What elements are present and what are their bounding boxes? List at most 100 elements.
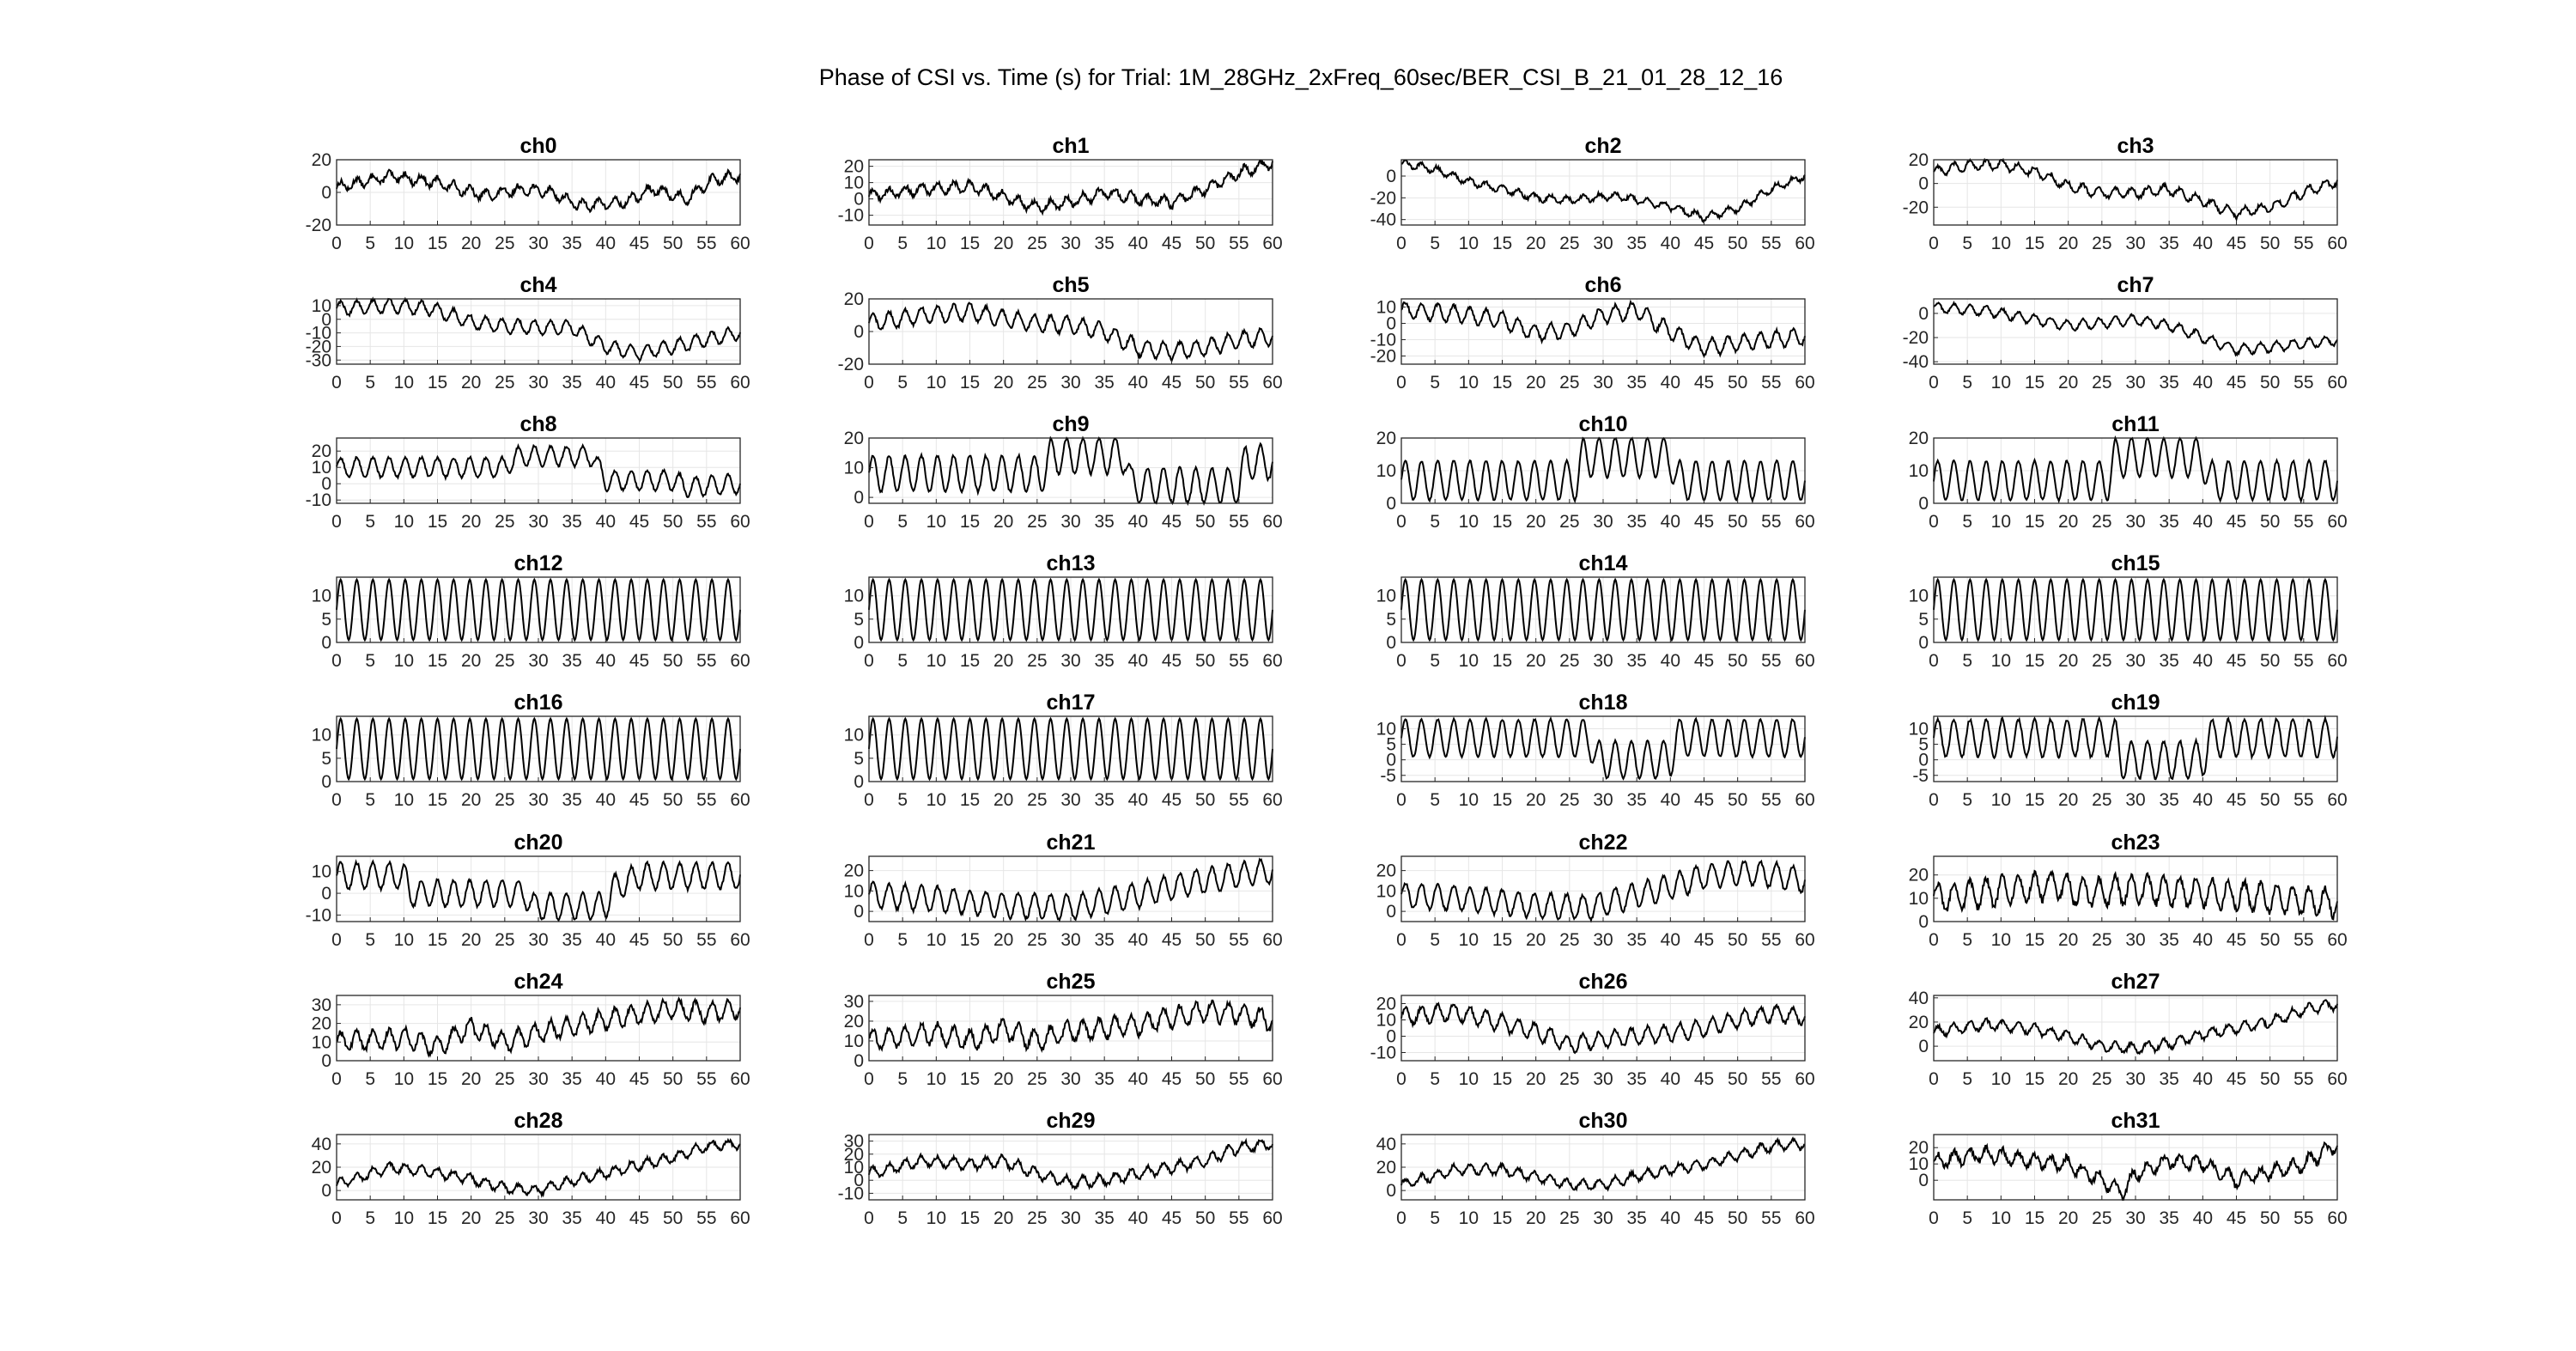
y-tick-label: -20 xyxy=(1903,198,1929,217)
y-tick-label: -20 xyxy=(1370,347,1396,367)
y-tick-label: 5 xyxy=(1918,735,1929,755)
x-tick-label: 30 xyxy=(1593,1208,1613,1228)
x-tick-label: 40 xyxy=(1661,790,1680,810)
x-tick-label: 60 xyxy=(730,930,750,950)
x-tick-label: 35 xyxy=(562,651,581,671)
x-tick-label: 60 xyxy=(1795,651,1814,671)
x-tick-label: 25 xyxy=(2092,790,2111,810)
x-tick-label: 25 xyxy=(495,790,514,810)
x-tick-label: 15 xyxy=(960,930,980,950)
x-tick-label: 60 xyxy=(1262,373,1282,393)
x-tick-label: 55 xyxy=(696,651,716,671)
x-tick-label: 5 xyxy=(1430,651,1440,671)
x-tick-label: 55 xyxy=(1229,1208,1249,1228)
x-tick-label: 50 xyxy=(1728,790,1747,810)
x-tick-label: 40 xyxy=(2193,234,2213,253)
x-tick-label: 5 xyxy=(1430,1208,1440,1228)
x-tick-label: 20 xyxy=(461,930,481,950)
x-tick-label: 25 xyxy=(1559,1208,1579,1228)
x-tick-label: 40 xyxy=(1128,651,1148,671)
x-tick-label: 20 xyxy=(993,930,1013,950)
x-tick-label: 45 xyxy=(2227,512,2246,532)
y-tick-label: 10 xyxy=(1376,461,1396,481)
y-tick-label: 0 xyxy=(1386,314,1396,334)
series-line xyxy=(1400,1001,1806,1055)
x-tick-label: 35 xyxy=(562,930,581,950)
y-tick-label: 20 xyxy=(312,150,331,170)
x-tick-label: 40 xyxy=(1128,1208,1148,1228)
x-tick-label: 10 xyxy=(1459,512,1479,532)
x-tick-label: 15 xyxy=(428,790,447,810)
x-tick-label: 40 xyxy=(2193,1069,2213,1089)
y-tick-label: -5 xyxy=(1380,766,1396,786)
x-tick-label: 50 xyxy=(663,1208,683,1228)
x-tick-label: 15 xyxy=(428,1069,447,1089)
x-tick-label: 15 xyxy=(960,373,980,393)
x-tick-label: 50 xyxy=(1195,512,1215,532)
x-tick-label: 50 xyxy=(2260,373,2280,393)
x-tick-label: 10 xyxy=(394,930,414,950)
y-tick-label: -20 xyxy=(1903,328,1929,348)
x-tick-label: 20 xyxy=(461,234,481,253)
x-tick-label: 55 xyxy=(1229,373,1249,393)
x-tick-label: 60 xyxy=(1262,930,1282,950)
x-tick-label: 0 xyxy=(331,1069,342,1089)
panel-title: ch14 xyxy=(1579,551,1628,575)
y-tick-label: -30 xyxy=(306,350,331,370)
x-tick-label: 0 xyxy=(1929,1208,1939,1228)
x-tick-label: 55 xyxy=(2293,930,2313,950)
x-tick-label: 5 xyxy=(1430,930,1440,950)
x-tick-label: 55 xyxy=(696,234,716,253)
x-tick-label: 60 xyxy=(1795,373,1814,393)
x-tick-label: 50 xyxy=(1728,512,1747,532)
y-tick-label: -40 xyxy=(1370,210,1396,230)
series-line xyxy=(336,1137,741,1199)
x-tick-label: 60 xyxy=(1795,790,1814,810)
x-tick-label: 15 xyxy=(960,512,980,532)
panel-title: ch15 xyxy=(2111,551,2160,575)
panel-ch2: ch2 0 5 10 15 20 25 30 35 40 45 50 55 60 0 -20-40 xyxy=(1370,134,1815,253)
x-tick-label: 20 xyxy=(993,1208,1013,1228)
series-line xyxy=(336,442,741,498)
x-tick-label: 40 xyxy=(596,512,616,532)
panel-ch11: ch11 0 5 10 15 20 25 30 35 40 45 50 55 60 20 10 0 xyxy=(1909,412,2348,532)
x-tick-label: 25 xyxy=(2092,930,2111,950)
x-tick-label: 0 xyxy=(331,1208,342,1228)
y-tick-label: 0 xyxy=(854,1171,864,1190)
x-tick-label: 30 xyxy=(1593,1069,1613,1089)
x-tick-label: 25 xyxy=(495,930,514,950)
x-tick-label: 30 xyxy=(1593,790,1613,810)
y-tick-label: 0 xyxy=(321,474,331,494)
x-tick-label: 35 xyxy=(1626,790,1646,810)
series-line xyxy=(1933,869,2338,921)
y-tick-label: -5 xyxy=(1912,766,1929,786)
y-tick-label: 0 xyxy=(1918,1171,1929,1190)
x-tick-label: 40 xyxy=(1661,651,1680,671)
x-tick-label: 35 xyxy=(562,1208,581,1228)
panel-title: ch19 xyxy=(2111,691,2160,715)
panel-title: ch27 xyxy=(2111,970,2160,994)
x-tick-label: 5 xyxy=(897,790,908,810)
x-tick-label: 55 xyxy=(1761,790,1781,810)
x-tick-label: 20 xyxy=(2058,512,2078,532)
x-tick-label: 10 xyxy=(394,1208,414,1228)
x-tick-label: 45 xyxy=(1694,790,1714,810)
x-tick-label: 5 xyxy=(1962,234,1972,253)
series-line xyxy=(1933,715,2338,781)
y-tick-label: 20 xyxy=(844,429,864,448)
x-tick-label: 10 xyxy=(1459,1208,1479,1228)
x-tick-label: 35 xyxy=(562,512,581,532)
x-tick-label: 0 xyxy=(331,651,342,671)
x-tick-label: 30 xyxy=(1593,512,1613,532)
y-tick-label: 20 xyxy=(1909,1138,1929,1158)
y-tick-label: -10 xyxy=(306,905,331,925)
x-tick-label: 45 xyxy=(629,930,649,950)
x-tick-label: 50 xyxy=(663,1069,683,1089)
x-tick-label: 15 xyxy=(1492,373,1512,393)
x-tick-label: 55 xyxy=(1761,930,1781,950)
x-tick-label: 40 xyxy=(1128,790,1148,810)
y-tick-label: 40 xyxy=(1909,989,1929,1008)
x-tick-label: 30 xyxy=(1060,790,1080,810)
